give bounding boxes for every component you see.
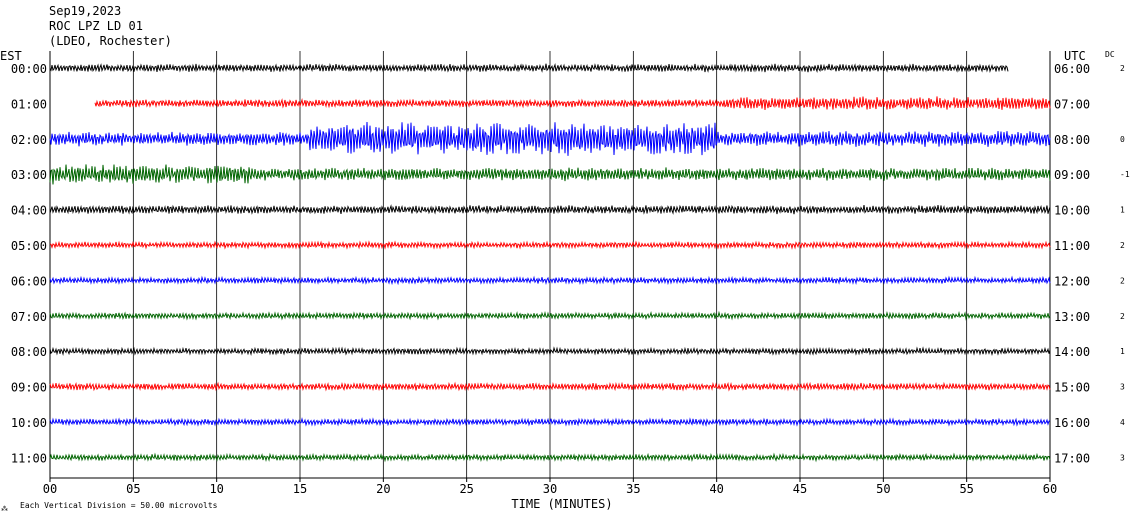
- plot-grid: [49, 51, 1051, 482]
- seismic-trace-row: [49, 310, 1051, 321]
- right-timezone-label: UTC: [1064, 49, 1086, 63]
- est-hour-label: 11:00: [11, 451, 47, 465]
- dc-offset-label: 2: [1120, 312, 1125, 321]
- utc-hour-label: 15:00: [1054, 381, 1090, 395]
- x-tick-label: 35: [626, 482, 640, 496]
- x-axis-title: TIME (MINUTES): [511, 497, 612, 511]
- est-hour-label: 10:00: [11, 416, 47, 430]
- utc-hour-label: 17:00: [1054, 451, 1090, 465]
- seismic-trace-row: [49, 63, 1009, 74]
- seismic-trace-row: [49, 240, 1051, 250]
- dc-offset-label: 3: [1120, 453, 1125, 462]
- est-hour-label: 09:00: [11, 381, 47, 395]
- est-hour-label: 01:00: [11, 97, 47, 111]
- dc-offset-label: 2: [1120, 276, 1125, 285]
- utc-hour-label: 13:00: [1054, 310, 1090, 324]
- seismic-trace-row: [49, 346, 1051, 357]
- dc-offset-label: -1: [1120, 170, 1130, 179]
- station-label: ROC LPZ LD 01: [49, 19, 143, 33]
- dc-offset-label: 3: [1120, 383, 1125, 392]
- utc-hour-label: 09:00: [1054, 168, 1090, 182]
- x-tick-label: 50: [876, 482, 890, 496]
- seismic-trace-row: [49, 164, 1051, 185]
- x-tick-label: 20: [376, 482, 390, 496]
- est-hour-label: 02:00: [11, 133, 47, 147]
- seismic-trace-row: [94, 96, 1051, 111]
- est-hour-label: 04:00: [11, 204, 47, 218]
- dc-offset-label: 1: [1120, 206, 1125, 215]
- est-hour-label: 08:00: [11, 345, 47, 359]
- seismic-trace-row: [49, 452, 1051, 463]
- seismic-trace-row: [49, 381, 1051, 392]
- utc-hour-label: 06:00: [1054, 62, 1090, 76]
- seismic-traces: [49, 63, 1051, 463]
- dc-header-label: DC: [1105, 50, 1115, 59]
- date-label: Sep19,2023: [49, 4, 122, 18]
- dc-offset-label: 0: [1120, 135, 1125, 144]
- scale-note: Each Vertical Division = 50.00 microvolt…: [20, 501, 218, 510]
- seismic-trace-row: [49, 121, 1051, 156]
- seismic-trace-row: [49, 204, 1051, 215]
- network-label: (LDEO, Rochester): [49, 34, 172, 48]
- est-hour-label: 07:00: [11, 310, 47, 324]
- dc-offset-label: 4: [1120, 418, 1125, 427]
- utc-hour-label: 10:00: [1054, 204, 1090, 218]
- utc-hour-label: 16:00: [1054, 416, 1090, 430]
- corner-mark: ⁂: [1, 505, 8, 513]
- dc-offset-label: 2: [1120, 241, 1125, 250]
- dc-offset-label: 2: [1120, 64, 1125, 73]
- x-tick-label: 00: [43, 482, 57, 496]
- est-hour-label: 05:00: [11, 239, 47, 253]
- utc-hour-label: 08:00: [1054, 133, 1090, 147]
- seismic-trace-row: [49, 275, 1051, 286]
- utc-hour-label: 12:00: [1054, 274, 1090, 288]
- utc-hour-label: 07:00: [1054, 97, 1090, 111]
- x-tick-label: 60: [1043, 482, 1057, 496]
- utc-hour-label: 11:00: [1054, 239, 1090, 253]
- x-tick-label: 30: [543, 482, 557, 496]
- x-tick-label: 25: [459, 482, 473, 496]
- seismic-trace-row: [49, 416, 1051, 427]
- est-hour-label: 06:00: [11, 274, 47, 288]
- left-timezone-label: EST: [0, 49, 22, 63]
- x-tick-label: 15: [293, 482, 307, 496]
- est-hour-label: 03:00: [11, 168, 47, 182]
- x-tick-label: 05: [126, 482, 140, 496]
- x-tick-label: 40: [709, 482, 723, 496]
- x-tick-label: 10: [209, 482, 223, 496]
- utc-hour-label: 14:00: [1054, 345, 1090, 359]
- x-tick-label: 55: [959, 482, 973, 496]
- dc-offset-label: 1: [1120, 347, 1125, 356]
- x-tick-label: 45: [793, 482, 807, 496]
- est-hour-label: 00:00: [11, 62, 47, 76]
